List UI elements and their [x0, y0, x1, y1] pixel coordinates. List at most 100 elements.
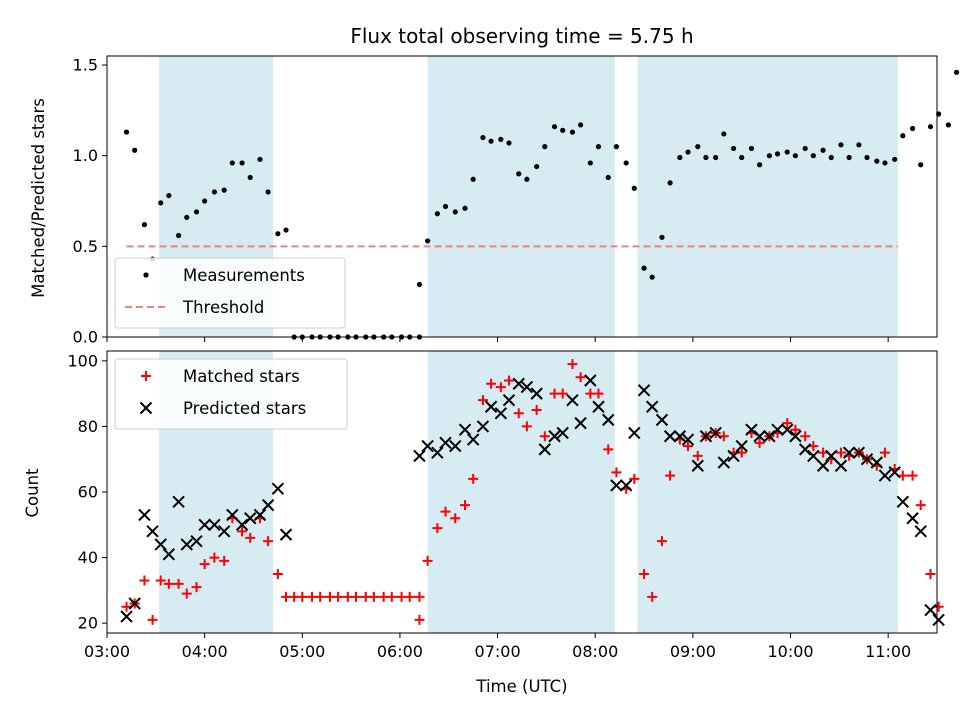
matched-star-marker	[432, 523, 443, 534]
measurement-point	[810, 153, 816, 159]
matched-star-marker	[440, 506, 451, 517]
measurement-point	[176, 232, 182, 239]
measurement-point	[587, 160, 593, 166]
predicted-star-marker	[431, 446, 444, 459]
measurement-point	[516, 171, 522, 177]
count-panel: 20 40 60 80 100 03:00 04:00 05:00 06:00 07:00 08:0…	[67, 350, 945, 661]
measurement-point	[856, 142, 862, 148]
matched-star-marker	[468, 473, 479, 484]
legend-marker	[139, 401, 153, 415]
measurement-point	[953, 69, 960, 75]
matched-star-marker	[611, 467, 622, 478]
predicted-star-marker	[745, 423, 758, 436]
measurement-point	[774, 151, 781, 157]
matched-star-marker	[736, 447, 747, 458]
matched-star-marker	[422, 555, 433, 566]
matched-star-marker	[656, 536, 667, 547]
measurement-point	[721, 131, 727, 137]
legend-marker	[143, 272, 149, 278]
predicted-star-marker	[502, 393, 516, 407]
measurement-point	[784, 149, 790, 155]
legend-label: Matched stars	[183, 367, 300, 386]
predicted-star-marker	[655, 413, 669, 427]
measurement-point	[569, 129, 576, 135]
predicted-star-marker	[530, 387, 543, 400]
predicted-star-marker	[610, 479, 623, 492]
predicted-star-marker	[476, 420, 490, 433]
predicted-star-marker	[681, 433, 695, 446]
matched-star-marker	[818, 447, 829, 458]
matched-star-marker	[835, 447, 846, 458]
matched-star-marker	[181, 588, 192, 599]
matched-star-marker	[297, 591, 308, 602]
measurement-point	[132, 147, 138, 153]
predicted-star-marker	[663, 430, 677, 443]
measurement-point	[605, 174, 611, 181]
predicted-star-marker	[244, 512, 257, 525]
predicted-star-marker	[932, 613, 945, 627]
predicted-star-marker	[717, 456, 731, 469]
measurement-point	[123, 129, 130, 135]
predicted-star-marker	[709, 426, 722, 440]
measurement-point	[909, 125, 916, 132]
measurement-point	[434, 211, 440, 217]
measurement-point	[713, 154, 719, 161]
measurement-point	[480, 134, 486, 141]
matched-star-marker	[692, 450, 703, 461]
matched-star-marker	[155, 575, 166, 586]
measurement-point	[275, 231, 281, 237]
predicted-star-marker	[763, 430, 776, 443]
predicted-star-marker	[120, 610, 133, 623]
measurement-point	[667, 180, 673, 186]
legend-box	[114, 358, 348, 430]
measurement-point	[184, 214, 190, 220]
count-legend: Matched stars Predicted stars	[114, 358, 348, 430]
measurement-point	[659, 234, 665, 240]
predicted-star-marker	[781, 423, 794, 436]
measurement-point	[739, 154, 745, 161]
matched-star-marker	[486, 378, 497, 389]
ratio-y-axis-label: Matched/Predicted stars	[29, 98, 48, 298]
ratio-y-tick-label: 1.0	[73, 146, 98, 165]
ratio-legend: Measurements Threshold	[114, 257, 346, 329]
predicted-star-marker	[584, 374, 597, 387]
measurement-point	[820, 147, 826, 153]
matched-star-marker	[925, 568, 936, 579]
matched-star-marker	[263, 536, 274, 547]
predicted-star-marker	[449, 439, 462, 453]
matched-star-marker	[808, 441, 819, 452]
measurement-point	[166, 192, 172, 199]
matched-star-marker	[245, 532, 256, 543]
measurement-point	[945, 122, 951, 128]
measurement-point	[229, 160, 235, 166]
measurement-point	[506, 140, 512, 146]
measurement-point	[864, 154, 870, 161]
matched-star-marker	[933, 601, 944, 612]
predicted-star-marker	[146, 525, 159, 538]
measurement-point	[631, 185, 637, 191]
count-y-tick-label: 20	[78, 614, 98, 633]
measurement-point	[900, 133, 906, 139]
matched-star-marker	[531, 405, 542, 416]
measurement-point	[158, 200, 164, 206]
measurement-point	[641, 265, 647, 271]
matched-star-marker	[665, 470, 676, 481]
x-tick-label: 05:00	[279, 642, 325, 661]
predicted-star-marker	[834, 459, 848, 472]
matched-star-marker	[718, 431, 729, 442]
predicted-star-marker	[842, 446, 856, 459]
measurement-point	[542, 144, 548, 150]
predicted-star-marker	[226, 508, 239, 522]
predicted-star-marker	[852, 446, 866, 459]
measurement-point	[257, 156, 263, 162]
measurement-point	[892, 156, 898, 162]
measurement-point	[211, 189, 218, 195]
matched-star-marker	[907, 470, 918, 481]
measurement-point	[265, 189, 271, 195]
predicted-star-marker	[556, 426, 569, 440]
matched-star-marker	[460, 500, 471, 511]
observing-interval	[427, 351, 615, 633]
predicted-star-marker	[466, 433, 480, 446]
measurement-point	[524, 176, 530, 182]
measurement-point	[202, 198, 208, 204]
